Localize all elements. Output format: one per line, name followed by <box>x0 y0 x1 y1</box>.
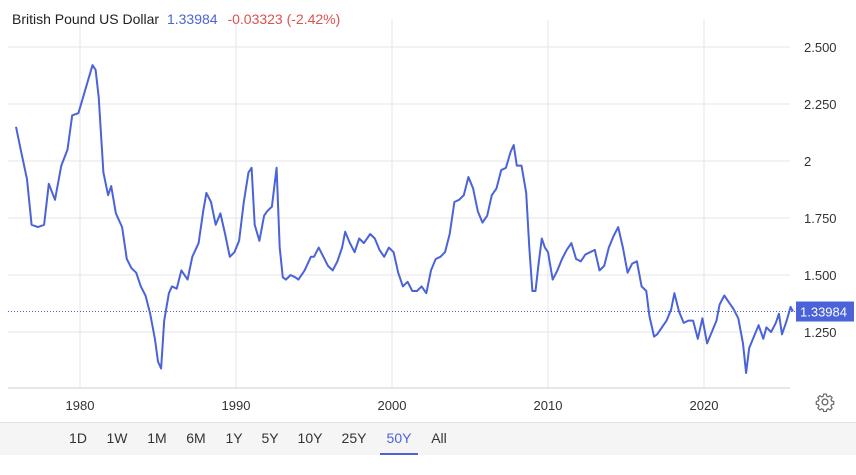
x-tick-label: 1990 <box>222 398 251 413</box>
y-tick-label: 1.250 <box>804 325 837 340</box>
range-1m-button[interactable]: 1M <box>147 430 167 446</box>
current-price: 1.33984 <box>166 11 218 27</box>
chart-header: British Pound US Dollar 1.33984 -0.03323… <box>12 11 340 27</box>
range-selector: 1D 1W 1M 6M 1Y 5Y 10Y 25Y 50Y All <box>0 422 856 455</box>
range-25y-button[interactable]: 25Y <box>341 430 367 446</box>
chart-grid <box>8 20 790 389</box>
x-tick-label: 2000 <box>378 398 407 413</box>
y-tick-label: 2 <box>804 154 811 169</box>
last-price-label: 1.33984 <box>796 301 854 322</box>
range-6m-button[interactable]: 6M <box>186 430 206 446</box>
y-axis: 2.500 2.250 2 1.750 1.500 1.250 <box>804 40 837 340</box>
y-tick-label: 1.500 <box>804 268 837 283</box>
price-change: -0.03323 (-2.42%) <box>227 11 341 27</box>
range-50y-button[interactable]: 50Y <box>380 423 418 455</box>
x-tick-label: 2010 <box>534 398 563 413</box>
x-tick-label: 2020 <box>690 398 719 413</box>
gear-icon[interactable] <box>815 392 835 413</box>
x-axis: 1980 1990 2000 2010 2020 <box>66 398 719 413</box>
instrument-name: British Pound US Dollar <box>12 11 160 27</box>
range-1d-button[interactable]: 1D <box>69 430 87 446</box>
range-1w-button[interactable]: 1W <box>106 430 128 446</box>
last-price-value: 1.33984 <box>800 305 847 320</box>
y-tick-label: 2.500 <box>804 40 837 55</box>
range-5y-button[interactable]: 5Y <box>261 430 279 446</box>
x-tick-label: 1980 <box>66 398 95 413</box>
range-1y-button[interactable]: 1Y <box>225 430 243 446</box>
range-10y-button[interactable]: 10Y <box>297 430 323 446</box>
range-all-button[interactable]: All <box>431 430 447 446</box>
series-line <box>15 64 794 374</box>
price-chart[interactable]: 2.500 2.250 2 1.750 1.500 1.250 1980 1990 2000 2… <box>0 0 856 422</box>
y-tick-label: 2.250 <box>804 97 837 112</box>
y-tick-label: 1.750 <box>804 211 837 226</box>
